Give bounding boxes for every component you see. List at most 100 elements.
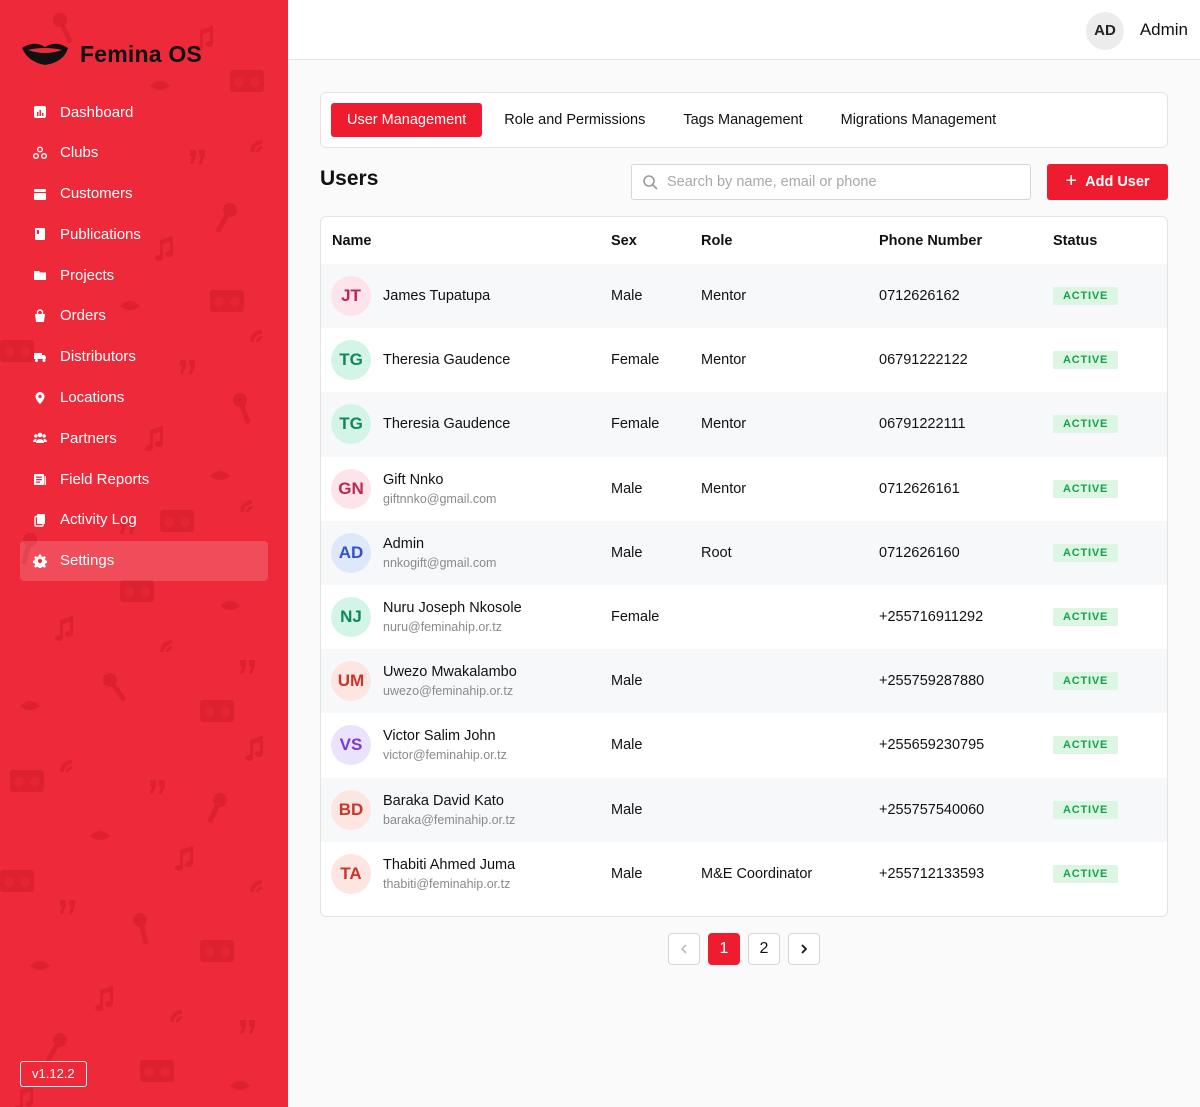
column-header-status[interactable]: Status [1053,232,1098,249]
table-row[interactable]: BD Baraka David Kato baraka@feminahip.or… [321,777,1167,842]
next-page-button[interactable] [788,933,820,965]
table-row[interactable]: TG Theresia Gaudence Female Mentor 06791… [321,392,1167,457]
sidebar-item-label: Customers [60,185,133,203]
status-cell: ACTIVE [1053,351,1163,370]
avatar: VS [331,725,371,766]
column-header-phone[interactable]: Phone Number [879,232,983,249]
table-row[interactable]: TA Thabiti Ahmed Juma thabiti@feminahip.… [321,842,1167,906]
book-icon [32,226,48,242]
table-row[interactable]: JT James Tupatupa Male Mentor 0712626162… [321,264,1167,329]
sidebar-item-label: Field Reports [60,470,150,488]
sex-cell: Male [611,801,643,818]
name-block: Theresia Gaudence [383,416,510,432]
column-header-role[interactable]: Role [701,232,733,249]
sidebar-item-clubs[interactable]: Clubs [20,133,268,173]
name-block: James Tupatupa [383,288,490,304]
user-name[interactable]: Admin [1139,20,1188,39]
phone-cell: +255757540060 [879,801,985,818]
avatar: TG [331,340,371,381]
sex-cell: Male [611,480,643,497]
name-cell: TG Theresia Gaudence [321,404,611,445]
sidebar-item-label: Clubs [60,144,99,162]
phone-cell: +255759287880 [879,673,985,690]
phone-cell: 0712626161 [879,480,960,497]
status-badge: ACTIVE [1053,287,1119,306]
page-button-1[interactable]: 1 [708,933,740,965]
search-input[interactable] [667,174,1007,190]
column-header-name[interactable]: Name [332,232,372,249]
avatar: NJ [331,597,371,638]
pin-icon [32,390,48,406]
name-cell: NJ Nuru Joseph Nkosole nuru@feminahip.or… [321,597,611,638]
user-full-name: Baraka David Kato [383,792,504,809]
sidebar-item-label: Dashboard [60,103,134,121]
name-block: Victor Salim John victor@feminahip.or.tz [383,728,507,762]
avatar: JT [331,276,371,317]
plus-icon: + [1065,170,1078,192]
status-cell: ACTIVE [1053,672,1163,691]
search-box[interactable] [631,164,1031,200]
table-row[interactable]: AD Admin nnkogift@gmail.com Male Root 07… [321,520,1167,585]
settings-tabs: User Management Role and Permissions Tag… [320,92,1168,148]
column-header-sex[interactable]: Sex [611,232,637,249]
sidebar-item-distributors[interactable]: Distributors [20,337,268,377]
phone-cell: 06791222122 [879,352,968,369]
add-user-button[interactable]: + Add User [1047,164,1168,200]
table-row[interactable]: TG Theresia Gaudence Female Mentor 06791… [321,328,1167,392]
chevron-right-icon [801,944,807,954]
user-email: baraka@feminahip.or.tz [383,812,516,827]
name-block: Theresia Gaudence [383,352,510,368]
brand[interactable]: Femina OS [20,38,202,70]
status-cell: ACTIVE [1053,608,1163,627]
page-button-2[interactable]: 2 [748,933,780,965]
role-cell: Mentor [701,288,747,305]
tab-tags-management[interactable]: Tags Management [683,112,803,128]
tab-role-and-permissions[interactable]: Role and Permissions [504,112,646,128]
folder-icon [32,267,48,283]
name-cell: JT James Tupatupa [321,276,611,317]
sidebar-item-activity-log[interactable]: Activity Log [20,500,268,540]
avatar: GN [331,468,371,509]
status-cell: ACTIVE [1053,864,1163,883]
sidebar-item-label: Activity Log [60,511,137,529]
status-badge: ACTIVE [1053,864,1119,883]
lips-logo-icon [22,43,68,65]
status-badge: ACTIVE [1053,415,1119,434]
sidebar-item-partners[interactable]: Partners [20,418,268,458]
status-cell: ACTIVE [1053,736,1163,755]
sidebar-item-projects[interactable]: Projects [20,255,268,295]
table-row[interactable]: VS Victor Salim John victor@feminahip.or… [321,713,1167,777]
sidebar-item-orders[interactable]: Orders [20,296,268,336]
sex-cell: Female [611,416,660,433]
name-cell: BD Baraka David Kato baraka@feminahip.or… [321,789,611,830]
sidebar-nav: Dashboard Clubs Customers Publications P… [20,92,268,582]
group-icon [32,145,48,161]
user-avatar[interactable]: AD [1086,12,1124,50]
bag-icon [32,308,48,324]
sex-cell: Male [611,737,643,754]
sidebar-item-customers[interactable]: Customers [20,174,268,214]
sidebar-item-locations[interactable]: Locations [20,378,268,418]
avatar: UM [331,661,371,702]
table-row[interactable]: UM Uwezo Mwakalambo uwezo@feminahip.or.t… [321,649,1167,714]
status-cell: ACTIVE [1053,800,1163,819]
status-cell: ACTIVE [1053,287,1163,306]
role-cell: Mentor [701,480,747,497]
page-title: Users [320,167,379,190]
role-cell: Mentor [701,416,747,433]
sidebar-item-dashboard[interactable]: Dashboard [20,92,268,132]
name-cell: VS Victor Salim John victor@feminahip.or… [321,725,611,766]
phone-cell: +255712133593 [879,865,985,882]
prev-page-button[interactable] [668,933,700,965]
table-row[interactable]: NJ Nuru Joseph Nkosole nuru@feminahip.or… [321,585,1167,649]
table-row[interactable]: GN Gift Nnko giftnnko@gmail.com Male Men… [321,457,1167,521]
tab-user-management[interactable]: User Management [331,103,483,137]
sidebar-item-settings[interactable]: Settings [20,540,268,581]
status-cell: ACTIVE [1053,543,1163,562]
tab-migrations-management[interactable]: Migrations Management [840,112,997,128]
sidebar-item-field-reports[interactable]: Field Reports [20,459,268,499]
status-badge: ACTIVE [1053,543,1119,562]
user-email: victor@feminahip.or.tz [383,748,507,763]
truck-icon [32,349,48,365]
sidebar-item-publications[interactable]: Publications [20,214,268,254]
